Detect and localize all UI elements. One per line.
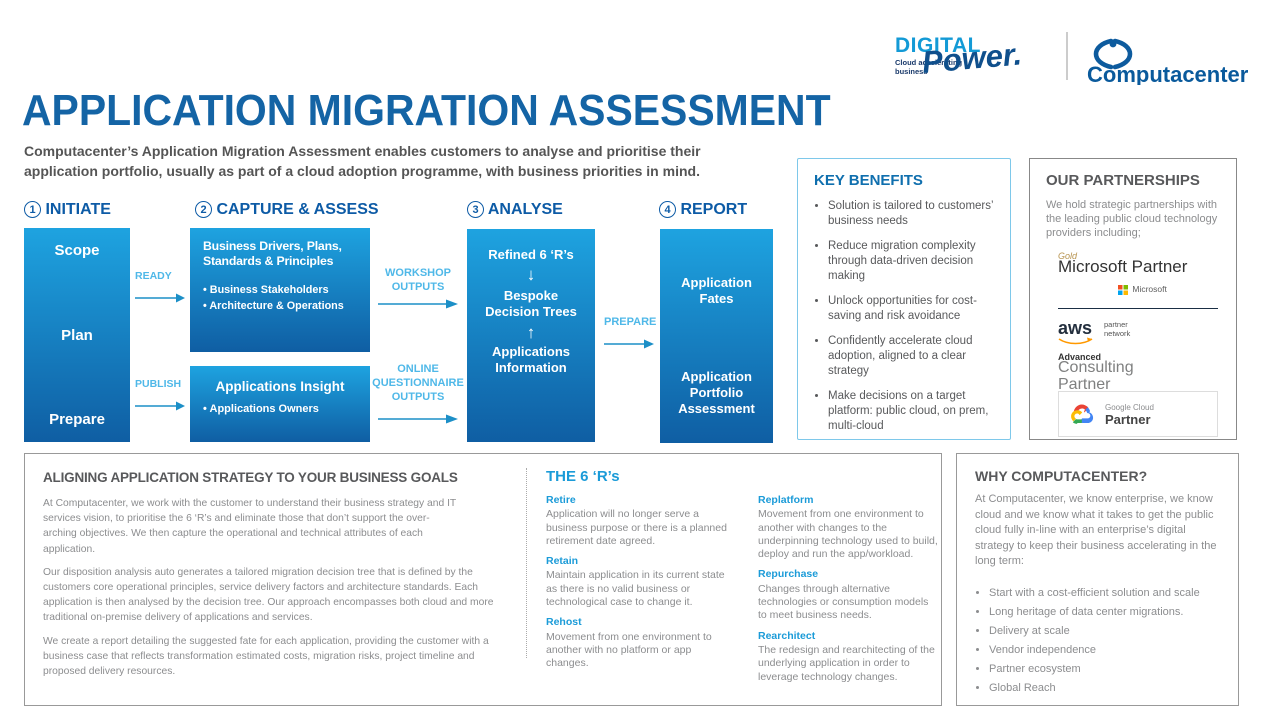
svg-text:aws: aws — [1058, 318, 1092, 338]
